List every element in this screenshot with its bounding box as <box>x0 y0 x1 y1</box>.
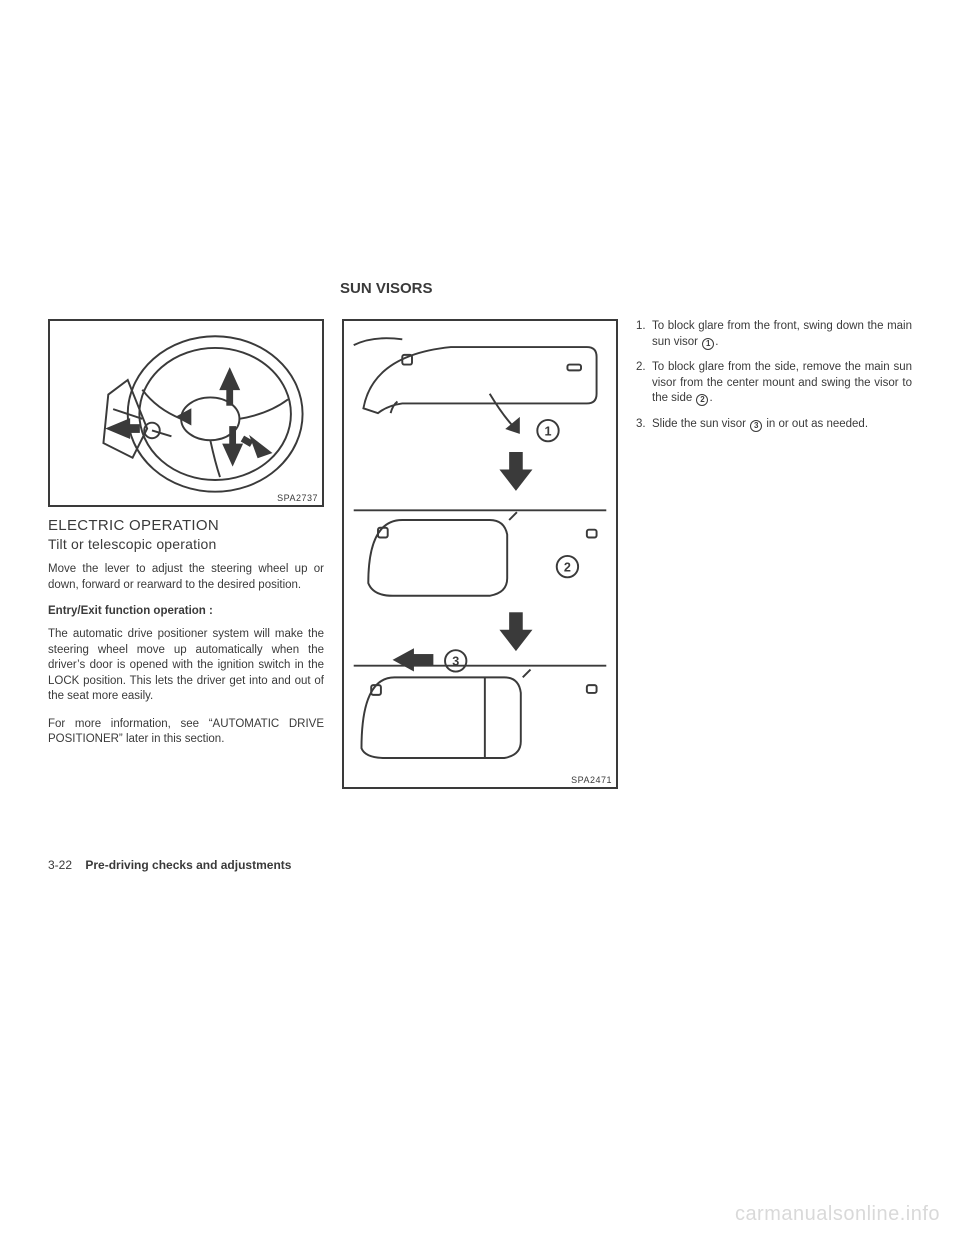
list-number: 3. <box>636 417 652 433</box>
column-2: 1 <box>342 319 618 789</box>
list-item: 1. To block glare from the front, swing … <box>636 319 912 350</box>
sun-visor-illustration: 1 <box>344 321 616 787</box>
steering-wheel-illustration <box>50 321 322 505</box>
text-segment: . <box>709 392 712 404</box>
list-text: Slide the sun visor 3 in or out as neede… <box>652 417 912 433</box>
figure-sun-visor-steps: 1 <box>342 319 618 789</box>
watermark: carmanualsonline.info <box>735 1203 940 1226</box>
circled-number-icon: 1 <box>702 338 714 350</box>
instruction-list: 1. To block glare from the front, swing … <box>636 319 912 432</box>
heading-electric-operation: ELECTRIC OPERATION <box>48 517 324 534</box>
list-item: 2. To block glare from the side, remove … <box>636 360 912 407</box>
circled-number-icon: 2 <box>696 394 708 406</box>
svg-text:2: 2 <box>564 560 571 574</box>
list-item: 3. Slide the sun visor 3 in or out as ne… <box>636 417 912 433</box>
subheading-entry-exit: Entry/Exit function operation : <box>48 605 324 617</box>
list-number: 1. <box>636 319 652 350</box>
text-segment: in or out as needed. <box>763 418 868 430</box>
figure-caption: SPA2737 <box>277 493 318 503</box>
list-number: 2. <box>636 360 652 407</box>
column-1: SPA2737 ELECTRIC OPERATION Tilt or teles… <box>48 319 324 789</box>
section-name: Pre-driving checks and adjustments <box>85 858 291 872</box>
figure-caption: SPA2471 <box>571 775 612 785</box>
text-segment: . <box>715 336 718 348</box>
content-columns: SPA2737 ELECTRIC OPERATION Tilt or teles… <box>48 319 912 789</box>
circled-number-icon: 3 <box>750 420 762 432</box>
svg-text:3: 3 <box>452 655 459 669</box>
list-text: To block glare from the side, remove the… <box>652 360 912 407</box>
list-text: To block glare from the front, swing dow… <box>652 319 912 350</box>
paragraph: For more information, see “AUTOMATIC DRI… <box>48 717 324 748</box>
text-segment: To block glare from the front, swing dow… <box>652 320 912 348</box>
text-segment: To block glare from the side, remove the… <box>652 361 912 404</box>
page-footer: 3-22 Pre-driving checks and adjustments <box>48 858 291 872</box>
section-header: SUN VISORS <box>340 280 912 297</box>
column-3: 1. To block glare from the front, swing … <box>636 319 912 789</box>
paragraph: Move the lever to adjust the steering wh… <box>48 562 324 593</box>
svg-text:1: 1 <box>544 424 551 438</box>
figure-steering-wheel: SPA2737 <box>48 319 324 507</box>
paragraph: The automatic drive positioner system wi… <box>48 627 324 705</box>
text-segment: Slide the sun visor <box>652 418 749 430</box>
heading-tilt-telescopic: Tilt or telescopic operation <box>48 536 324 552</box>
page-number: 3-22 <box>48 858 72 872</box>
